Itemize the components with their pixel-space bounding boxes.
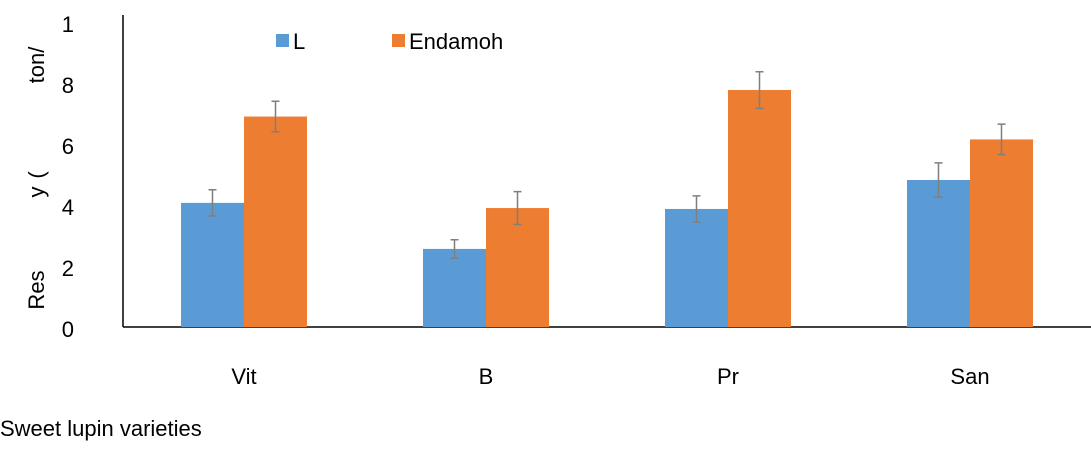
y-tick-label: 6: [62, 134, 74, 159]
bar: [970, 139, 1033, 327]
y-tick-label: 0: [62, 317, 74, 342]
legend-swatch: [392, 34, 405, 47]
error-bar: [755, 70, 764, 110]
bar: [728, 90, 791, 327]
y-tick-label: 4: [62, 195, 74, 220]
x-tick-label: Vit: [231, 364, 256, 389]
y-axis-label: Res: [24, 270, 49, 309]
x-axis-label: Sweet lupin varieties: [0, 416, 202, 441]
error-bar: [271, 100, 280, 133]
bar: [486, 208, 549, 327]
x-tick-label: San: [950, 364, 989, 389]
error-bar: [208, 189, 217, 217]
x-tick-label: Pr: [717, 364, 739, 389]
y-tick-label: 2: [62, 256, 74, 281]
y-tick-label: 1: [62, 12, 74, 37]
bar: [423, 248, 486, 327]
bar: [244, 116, 307, 327]
error-bar: [997, 123, 1006, 156]
bar: [907, 179, 970, 327]
legend-label: Endamoh: [409, 29, 503, 54]
legend-label: L: [293, 29, 305, 54]
y-tick-label: 8: [62, 73, 74, 98]
error-bar: [692, 195, 701, 223]
y-axis-label: ton/: [24, 46, 49, 84]
bar: [181, 202, 244, 327]
bar: [665, 208, 728, 327]
error-bar: [450, 239, 459, 259]
error-bar: [513, 190, 522, 226]
y-axis-label: (: [24, 171, 49, 179]
y-axis-label: y: [24, 187, 49, 198]
x-tick-label: B: [479, 364, 494, 389]
legend-swatch: [276, 34, 289, 47]
error-bar: [934, 162, 943, 198]
